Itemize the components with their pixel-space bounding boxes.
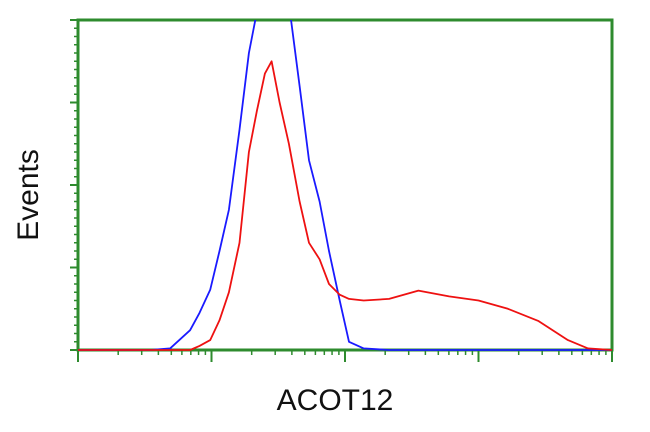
plot-area: [78, 20, 612, 351]
x-axis-label: ACOT12: [277, 384, 394, 417]
axis-frame: [76, 18, 614, 352]
y-axis-label: Events: [12, 149, 45, 241]
histogram-line: [78, 20, 612, 351]
histogram-line: [78, 60, 612, 351]
